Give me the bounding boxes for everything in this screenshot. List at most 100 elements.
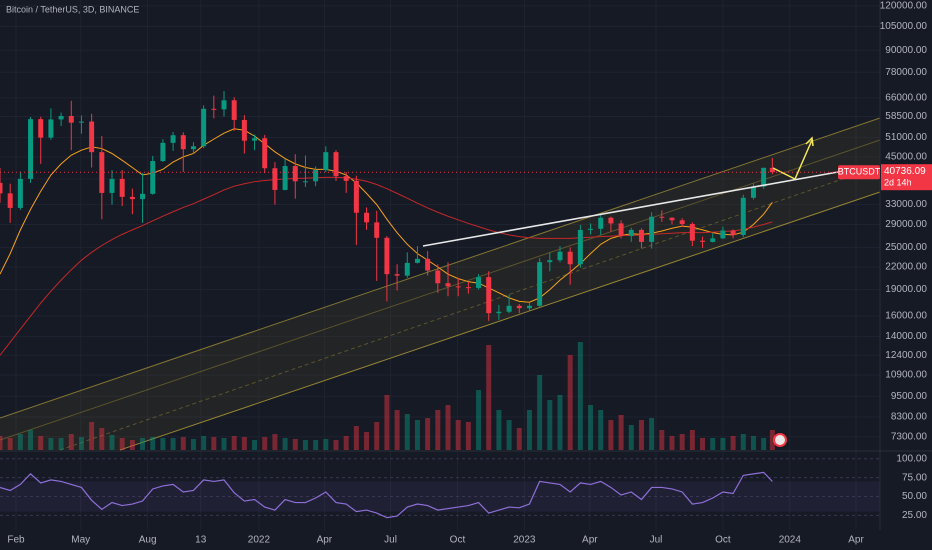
volume-bar — [262, 437, 268, 450]
candle-body — [659, 216, 665, 218]
volume-bar — [445, 405, 451, 450]
moving-average — [0, 176, 773, 356]
moving-averages — [0, 128, 773, 356]
candle-body — [252, 138, 258, 141]
candle-body — [180, 135, 186, 150]
candle-body — [48, 119, 54, 138]
candle-body — [140, 193, 146, 200]
volume-bar — [292, 439, 298, 450]
candle-body — [750, 186, 756, 198]
candle-body — [730, 230, 736, 235]
candle-body — [435, 270, 441, 284]
candle-body — [740, 197, 746, 235]
candle-body — [221, 100, 227, 110]
candle-body — [364, 212, 370, 223]
candle-body — [689, 223, 695, 241]
candle-body — [333, 152, 339, 177]
volume-bar — [28, 430, 34, 450]
x-tick-label: Apr — [317, 535, 333, 546]
candle-body — [89, 121, 95, 153]
candle-body — [17, 178, 23, 208]
candle-body — [414, 258, 420, 263]
volume-bar — [598, 410, 604, 450]
candle-body — [119, 178, 125, 197]
volume-bar — [608, 420, 614, 450]
volume-bar — [750, 436, 756, 450]
candle-body — [384, 237, 390, 275]
volume-bar — [557, 395, 563, 450]
candle-body — [374, 222, 380, 238]
candle-body — [557, 251, 563, 261]
volume-bar — [38, 436, 44, 450]
candle-body — [628, 229, 634, 237]
candle-body — [445, 283, 451, 287]
volume-bar — [537, 375, 543, 450]
rsi-line — [0, 471, 773, 519]
volume-bar — [272, 434, 278, 450]
candle-body — [598, 217, 604, 229]
rsi-tick-label: 75.00 — [902, 472, 927, 483]
volume-bar — [669, 436, 675, 450]
symbol-tag: BTCUSDT — [838, 167, 881, 177]
candle-body — [618, 223, 624, 237]
volume-bar — [516, 428, 522, 450]
volume-bar — [364, 432, 370, 450]
x-tick-label: Oct — [450, 535, 466, 546]
candle-body — [638, 229, 644, 242]
volume-bar — [730, 436, 736, 450]
volume-bar — [323, 439, 329, 450]
candle-body — [486, 277, 492, 314]
y-tick-label: 19000.00 — [885, 284, 927, 295]
candle-body — [201, 108, 207, 147]
volume-bar — [567, 355, 573, 450]
volume-bar — [384, 395, 390, 450]
volume-bar — [659, 430, 665, 450]
candle-body — [353, 180, 359, 213]
y-tick-label: 58500.00 — [885, 111, 927, 122]
candle-body — [160, 142, 166, 162]
y-tick-label: 66000.00 — [885, 93, 927, 104]
candle-body — [38, 119, 44, 138]
volume-bar — [486, 345, 492, 450]
x-tick-label: 2024 — [779, 535, 802, 546]
x-tick-label: Jul — [384, 535, 397, 546]
candle-body — [0, 182, 3, 194]
candle-body — [769, 167, 775, 173]
candle-body — [58, 115, 64, 120]
candle-body — [272, 168, 278, 190]
price-tag: 40736.09 — [884, 166, 926, 177]
candle-body — [7, 193, 13, 208]
y-tick-label: 29000.00 — [885, 219, 927, 230]
volume-bar — [476, 390, 482, 450]
candle-body — [109, 178, 115, 193]
candle-body — [465, 287, 471, 289]
volume-bar — [333, 440, 339, 450]
x-tick-label: Jul — [650, 535, 663, 546]
volume-bar — [720, 438, 726, 450]
candle-body — [649, 216, 655, 242]
volume-bar — [99, 428, 105, 450]
volume-bar — [628, 425, 634, 450]
candle-body — [394, 274, 400, 276]
y-tick-label: 12400.00 — [885, 350, 927, 361]
candle-body — [262, 138, 268, 169]
arrow-head — [805, 136, 814, 147]
channel-line — [119, 191, 881, 451]
candle-body — [282, 166, 288, 190]
y-tick-label: 8300.00 — [891, 412, 928, 423]
candle-body — [150, 161, 156, 194]
candle-body — [496, 311, 502, 314]
volume-bar — [506, 420, 512, 450]
event-icon[interactable] — [773, 433, 787, 447]
candle-body — [547, 260, 553, 263]
x-tick-label: Oct — [715, 535, 731, 546]
candle-body — [761, 167, 767, 187]
y-tick-label: 120000.00 — [880, 1, 928, 12]
volume-bar — [0, 436, 3, 450]
volume-bar — [414, 420, 420, 450]
volume-bar — [7, 438, 13, 450]
candle-body — [679, 220, 685, 224]
volume-bar — [17, 434, 23, 450]
candle-body — [537, 262, 543, 306]
volume-bar — [252, 440, 258, 450]
